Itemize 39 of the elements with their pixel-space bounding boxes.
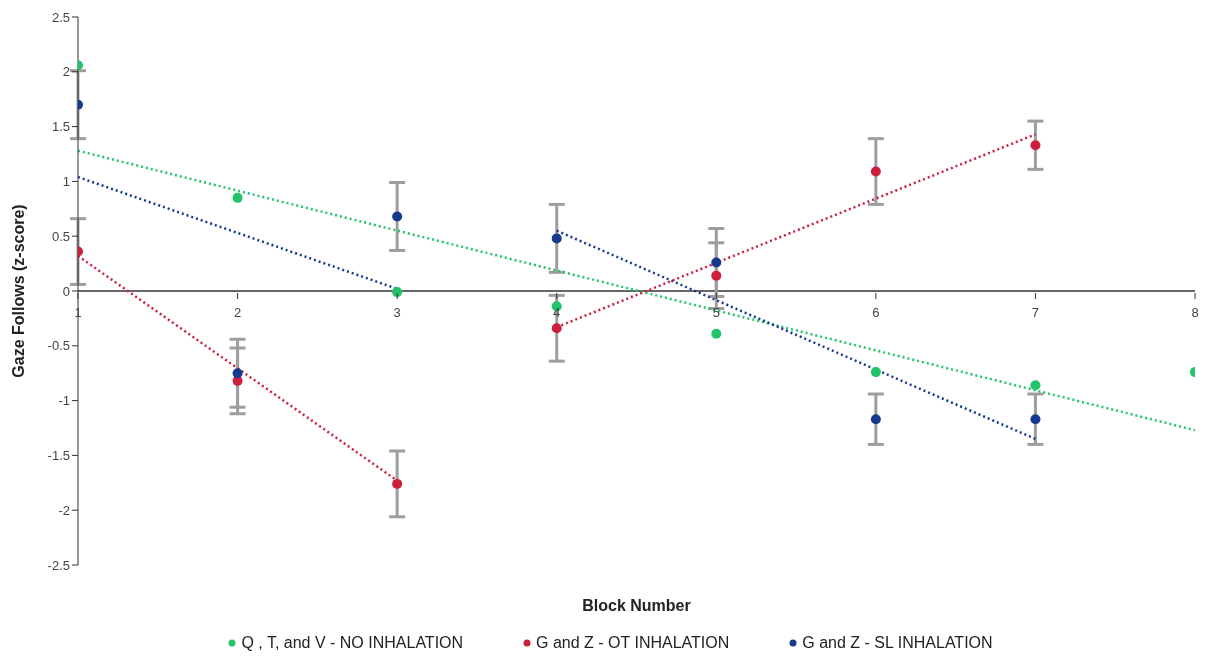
point [711, 257, 722, 268]
point [1030, 380, 1041, 391]
x-tick-label: 6 [872, 305, 880, 320]
point [1030, 414, 1041, 425]
legend-label: Q , T, and V - NO INHALATION [240, 634, 464, 652]
x-tick-label: 4 [553, 305, 561, 320]
y-tick-label: 2 [62, 64, 70, 80]
x-tick-label: 8 [1191, 305, 1199, 320]
point [711, 270, 722, 281]
x-tick-label: 7 [1031, 305, 1040, 320]
point [1030, 140, 1041, 151]
y-tick-label: 0 [62, 283, 70, 299]
y-tick-label: 0.5 [51, 228, 70, 244]
y-tick-label: -1.5 [47, 448, 70, 464]
y-tick-label: -1 [58, 393, 70, 409]
x-tick-label: 2 [233, 305, 242, 320]
x-tick-label: 1 [74, 305, 82, 320]
point [392, 211, 403, 222]
x-tick-label: 3 [393, 305, 401, 320]
point [870, 367, 881, 378]
point [232, 192, 243, 203]
point [232, 368, 243, 379]
point [551, 233, 562, 244]
point [392, 478, 403, 489]
point [870, 414, 881, 425]
y-tick-label: -0.5 [47, 338, 70, 354]
x-axis-title: Block Number [582, 597, 691, 614]
y-tick-label: 1.5 [51, 119, 70, 135]
y-tick-label: 1 [62, 174, 70, 190]
point [711, 328, 722, 339]
y-tick-label: -2 [58, 502, 70, 518]
legend-label: G and Z - SL INHALATION [801, 634, 993, 652]
point [870, 166, 881, 177]
y-tick-label: -2.5 [47, 557, 70, 573]
y-axis-title: Gaze Follows (z-score) [9, 204, 27, 378]
point [392, 287, 403, 298]
y-tick-label: 2.5 [51, 9, 70, 25]
legend-label: G and Z - OT INHALATION [535, 634, 730, 652]
point [551, 323, 562, 334]
